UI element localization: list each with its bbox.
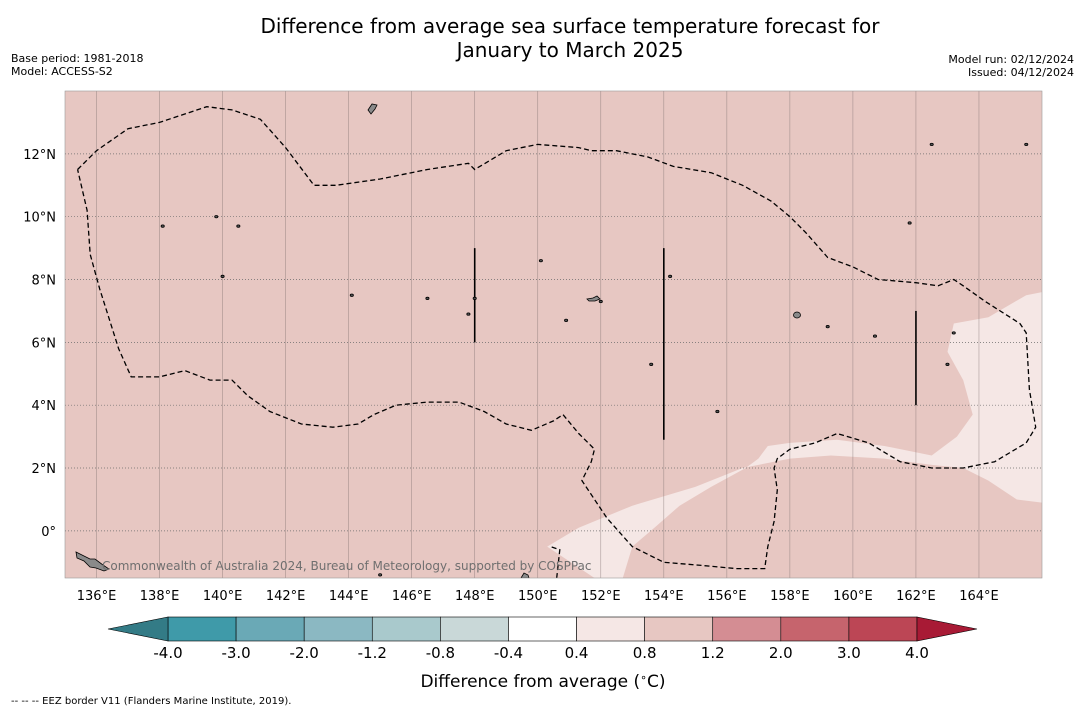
x-tick-label: 148°E [455, 589, 495, 604]
base-period: Base period: 1981-2018 [11, 52, 144, 65]
island-21 [907, 221, 912, 225]
colorbar-segment [235, 616, 305, 642]
y-tick-label: 4°N [32, 399, 57, 414]
colorbar-tick-label: -2.0 [290, 644, 319, 662]
x-tick-label: 152°E [581, 589, 621, 604]
x-tick-label: 146°E [392, 589, 432, 604]
colorbar-tick-label: 4.0 [905, 644, 929, 662]
y-tick-label: 2°N [32, 462, 57, 477]
x-tick-label: 162°E [896, 589, 936, 604]
island-5 [825, 325, 830, 329]
colorbar-tick-label: 0.8 [633, 644, 657, 662]
island-7 [951, 331, 956, 335]
x-tick-label: 158°E [770, 589, 810, 604]
eez-border-line [76, 106, 1037, 570]
island-12 [564, 318, 569, 322]
anomaly-fill-0.4-0.8 [547, 292, 1042, 578]
issued-date: Issued: 04/12/2024 [967, 66, 1074, 79]
eez-legend-footer: -- -- -- EEZ border V11 (Flanders Marine… [11, 696, 292, 707]
title-line-2: January to March 2025 [456, 38, 684, 62]
model-run: Model run: 02/12/2024 [948, 53, 1074, 66]
island-9 [1024, 142, 1029, 147]
colorbar-segment [848, 616, 918, 642]
island-3 [668, 274, 673, 278]
run-info: Model run: 02/12/2024 Issued: 04/12/2024 [948, 53, 1074, 79]
colorbar-segment [371, 616, 441, 642]
colorbar-tick-label: -0.4 [494, 644, 523, 662]
island-15 [349, 293, 354, 297]
x-tick-label: 150°E [518, 589, 558, 604]
copyright-text: Commonwealth of Australia 2024, Bureau o… [102, 559, 592, 573]
island-11 [715, 409, 720, 414]
island-north [367, 103, 378, 115]
island-13 [538, 259, 543, 263]
map-frame [64, 90, 1043, 579]
colorbar-label-prefix: Difference from average ( [420, 672, 640, 692]
colorbar-label-suffix: C) [647, 672, 666, 692]
island-east [793, 311, 801, 319]
model-name: Model: ACCESS-S2 [11, 65, 113, 78]
colorbar-tick-label: -3.0 [221, 644, 250, 662]
colorbar-high-extend [916, 616, 978, 642]
x-tick-label: 164°E [959, 589, 999, 604]
colorbar-tick-label: 1.2 [701, 644, 725, 662]
y-tick-label: 8°N [32, 274, 57, 289]
island-22 [378, 573, 383, 577]
colorbar-label-degree: ∘ [640, 671, 647, 684]
island-19 [649, 362, 654, 366]
colorbar-tick-label: 0.4 [565, 644, 589, 662]
colorbar-segment [780, 616, 850, 642]
x-tick-label: 144°E [329, 589, 369, 604]
island-central [586, 295, 601, 302]
map-area [65, 91, 1042, 578]
x-tick-label: 160°E [833, 589, 873, 604]
title-line-1: Difference from average sea surface temp… [260, 14, 880, 38]
colorbar-tick-label: 3.0 [837, 644, 861, 662]
x-tick-label: 142°E [266, 589, 306, 604]
anomaly-fill-0.8-1.2 [65, 91, 1042, 578]
colorbar-tick-label: -1.2 [358, 644, 387, 662]
island-south [520, 572, 530, 578]
island-10 [236, 224, 241, 228]
colorbar-segment [440, 616, 509, 642]
x-tick-label: 140°E [203, 589, 243, 604]
colorbar-tick-label: -0.8 [426, 644, 455, 662]
island-1 [466, 312, 471, 316]
island-4 [598, 299, 603, 304]
island-18 [220, 274, 225, 278]
y-tick-label: 6°N [32, 336, 57, 351]
y-tick-label: 0° [41, 525, 56, 540]
x-tick-label: 156°E [707, 589, 747, 604]
island-16 [472, 296, 477, 300]
model-info: Base period: 1981-2018 Model: ACCESS-S2 [11, 52, 143, 78]
island-14 [425, 296, 430, 300]
eez-border-line-south [550, 545, 561, 578]
colorbar-segment [167, 616, 237, 642]
island-20 [872, 334, 877, 338]
island-8 [929, 142, 934, 147]
x-tick-label: 154°E [644, 589, 684, 604]
chart-title: Difference from average sea surface temp… [0, 14, 1085, 62]
x-tick-label: 136°E [77, 589, 117, 604]
island-southwest [75, 551, 110, 572]
colorbar-segment [576, 616, 645, 642]
colorbar-tick-label: -4.0 [153, 644, 182, 662]
island-2 [160, 224, 165, 228]
y-tick-label: 12°N [23, 148, 56, 163]
island-17 [214, 215, 219, 219]
colorbar-segment [712, 616, 782, 642]
colorbar-segment [303, 616, 373, 642]
y-tick-label: 10°N [23, 211, 56, 226]
x-tick-label: 138°E [140, 589, 180, 604]
colorbar-low-extend [107, 616, 169, 642]
colorbar-segment [508, 616, 577, 642]
island-6 [945, 362, 950, 366]
colorbar-label: Difference from average (∘C) [420, 671, 665, 692]
colorbar-segment [644, 616, 714, 642]
colorbar-tick-label: 2.0 [769, 644, 793, 662]
